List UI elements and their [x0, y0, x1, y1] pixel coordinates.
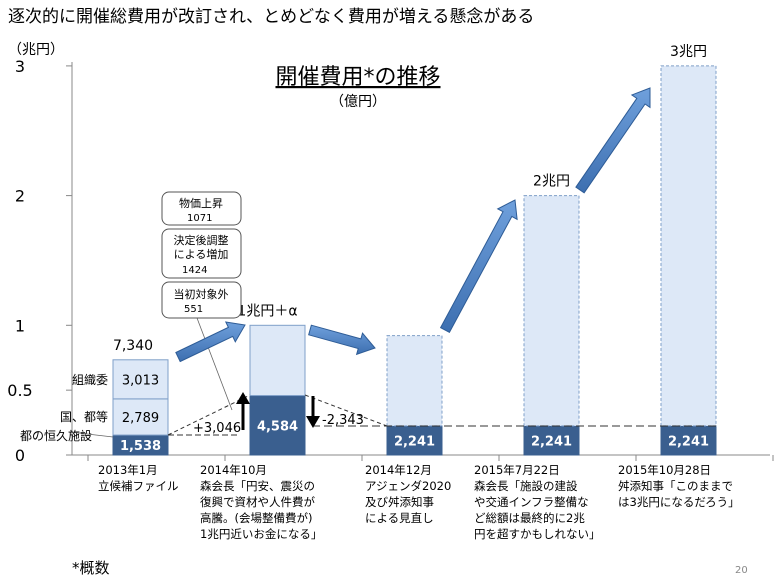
headline: 逐次的に開催総費用が改訂され、とめどなく費用が増える懸念がある — [8, 6, 534, 27]
x-category-label: による見直し — [365, 511, 434, 525]
callout-leader — [196, 317, 233, 411]
x-category-label: ど総額は最終的に2兆 — [474, 511, 585, 525]
svg-text:による増加: による増加 — [174, 248, 229, 261]
series-label-organizing: 組織委 — [72, 373, 108, 387]
series-label-permanent: 都の恒久施設 — [20, 428, 92, 443]
increase-label: +3,046 — [193, 421, 241, 436]
guide-line — [304, 394, 388, 427]
y-tick-label: 2 — [15, 187, 25, 206]
decrease-arrow-icon — [306, 396, 320, 428]
bars: 1,538 2,789 3,013 7,340 4,584 1兆円＋α 2,241 2,241… — [112, 44, 717, 456]
bar-segment — [523, 195, 580, 427]
y-tick-label: 3 — [15, 57, 25, 76]
y-axis: 0 0.5 1 2 3 — [7, 57, 774, 465]
bar-total-label: 2兆円 — [533, 174, 570, 190]
y-tick-label: 1 — [15, 316, 25, 335]
callout-adjustment: 決定後調整 による増加 1424 — [161, 228, 242, 279]
x-category-label: 立候補ファイル — [98, 479, 179, 493]
bar-segment — [249, 395, 306, 456]
svg-text:1071: 1071 — [187, 213, 212, 224]
x-category-label: 2013年1月 — [98, 463, 158, 477]
bar-segment — [249, 324, 306, 397]
y-tick-label: 0 — [15, 446, 25, 465]
bar-segment — [112, 359, 169, 400]
increase-arrow-icon — [236, 392, 250, 430]
y-tick-label: 0.5 — [7, 381, 32, 400]
svg-text:物価上昇: 物価上昇 — [179, 196, 223, 210]
bar-value-label: 2,241 — [394, 434, 435, 449]
page-number: 20 — [735, 565, 748, 576]
x-category-label: 2014年10月 — [200, 463, 267, 477]
guide-line — [167, 394, 251, 436]
bar-segment — [523, 425, 580, 456]
x-category-label: 2015年7月22日 — [474, 463, 560, 477]
bar-value-label: 2,241 — [531, 434, 572, 449]
bar-segment — [386, 335, 443, 427]
svg-text:決定後調整: 決定後調整 — [174, 233, 229, 247]
callout-out-of-scope: 当初対象外 551 — [161, 281, 242, 319]
x-category-label: は3兆円になるだろう」 — [618, 495, 740, 509]
bar-value-label: 4,584 — [257, 419, 298, 434]
bar-value-label: 2,241 — [668, 434, 709, 449]
bar-value-label: 1,538 — [120, 439, 161, 454]
x-category-label: アジェンダ2020 — [365, 479, 451, 493]
series-label-national: 国、都等 — [60, 410, 108, 424]
svg-text:1424: 1424 — [182, 265, 207, 276]
y-axis-label: （兆円） — [8, 42, 64, 58]
footnote: *概数 — [72, 559, 110, 577]
svg-text:当初対象外: 当初対象外 — [174, 287, 229, 301]
trend-arrow-icon — [308, 324, 376, 356]
bar-total-label: 3兆円 — [670, 44, 707, 60]
trend-arrow-icon — [175, 321, 246, 363]
x-category-label: 2015年10月28日 — [618, 463, 711, 477]
x-category-label: 森会長「施設の建設 — [474, 479, 578, 493]
svg-text:551: 551 — [184, 304, 203, 315]
bar-segment — [386, 425, 443, 456]
x-category-label: 復興で資材や人件費が — [200, 495, 315, 509]
decrease-label: -2,343 — [322, 413, 364, 428]
x-category-label: 円を超すかもしれない」 — [474, 527, 601, 541]
trend-arrow-icon — [439, 199, 518, 334]
x-category-label: 1兆円近いお金になる」 — [200, 527, 322, 541]
x-category-label: 高騰。(会場整備費が) — [200, 511, 312, 525]
x-category-label: や交通インフラ整備な — [474, 495, 589, 509]
chart-subtitle: （億円） — [330, 94, 386, 110]
x-category-label: 及び舛添知事 — [365, 495, 434, 509]
chart-title: 開催費用*の推移 — [275, 65, 440, 90]
bar-value-label: 3,013 — [122, 373, 159, 388]
bar-value-label: 2,789 — [122, 411, 159, 426]
trend-arrows — [175, 87, 651, 363]
x-category-label: 森会長「円安、震災の — [200, 479, 315, 493]
trend-arrow-icon — [575, 87, 651, 194]
callout-price-rise: 物価上昇 1071 — [161, 191, 242, 226]
label-leader — [69, 431, 114, 438]
bar-total-label: 7,340 — [113, 338, 153, 354]
x-category-label: 舛添知事「このままで — [618, 479, 733, 493]
x-category-label: 2014年12月 — [365, 463, 432, 477]
bar-total-label: 1兆円＋α — [237, 303, 297, 319]
bar-segment — [660, 65, 717, 427]
